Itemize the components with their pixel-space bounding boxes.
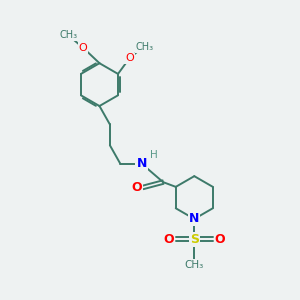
Text: N: N xyxy=(189,212,200,226)
Text: N: N xyxy=(136,157,147,170)
Text: O: O xyxy=(79,43,88,53)
Text: CH₃: CH₃ xyxy=(59,30,77,40)
Text: O: O xyxy=(163,233,174,246)
Text: O: O xyxy=(215,233,226,246)
Text: CH₃: CH₃ xyxy=(136,42,154,52)
Text: O: O xyxy=(131,181,142,194)
Text: O: O xyxy=(125,53,134,64)
Text: CH₃: CH₃ xyxy=(185,260,204,270)
Text: H: H xyxy=(150,150,158,160)
Text: S: S xyxy=(190,233,199,246)
